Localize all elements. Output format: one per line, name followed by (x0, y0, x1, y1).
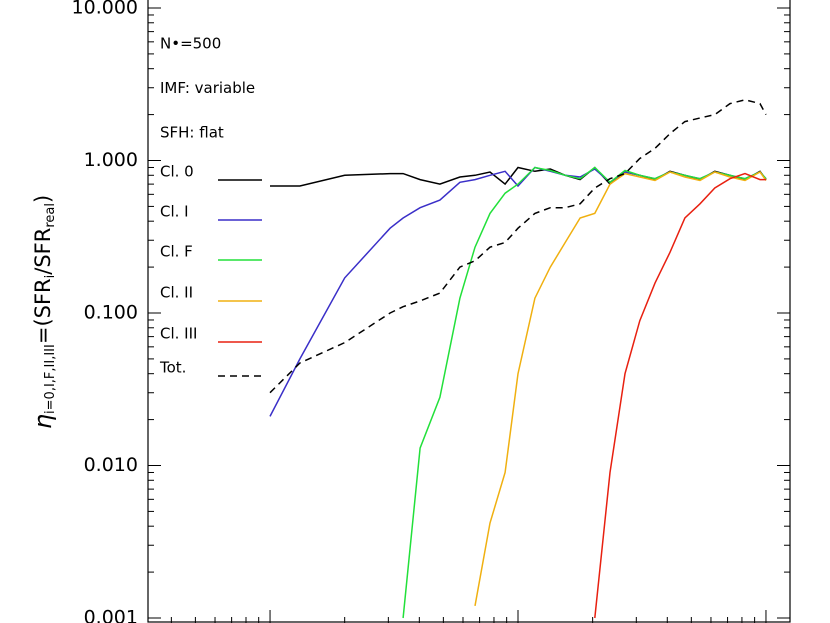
y-tick-label: 0.001 (84, 607, 138, 623)
y-label-part: real (43, 203, 58, 228)
plot-frame (147, 0, 791, 623)
y-axis-label: ηi=0,I,F,II,III=(SFRi/SFRreal) (29, 195, 58, 429)
legend-label: Cl. 0 (160, 163, 194, 181)
y-tick-label: 1.000 (84, 149, 138, 171)
y-label-part: ) (31, 195, 55, 203)
legend-label: Cl. F (160, 243, 193, 261)
legend-label: Cl. I (160, 203, 189, 221)
legend-label: Cl. III (160, 325, 197, 343)
series-line (269, 99, 767, 394)
y-tick-label: 10.000 (72, 0, 138, 19)
legend-label: Tot. (159, 359, 186, 377)
y-label-part: =(SFR (31, 278, 55, 344)
y-label-part: i=0,I,F,II,III (43, 344, 58, 414)
y-label-part: η (29, 414, 57, 429)
annotation: SFH: flat (160, 124, 224, 142)
annotation: IMF: variable (160, 79, 255, 97)
annotation: N•=500 (160, 35, 221, 53)
y-tick-label: 0.010 (84, 454, 138, 476)
legend-label: Cl. II (160, 284, 193, 302)
series-line (402, 166, 767, 619)
y-tick-label: 0.100 (84, 302, 138, 324)
y-label-part: i (43, 275, 58, 279)
series-line (594, 172, 766, 619)
y-label-part: /SFR (31, 228, 55, 275)
series-line (474, 171, 767, 607)
